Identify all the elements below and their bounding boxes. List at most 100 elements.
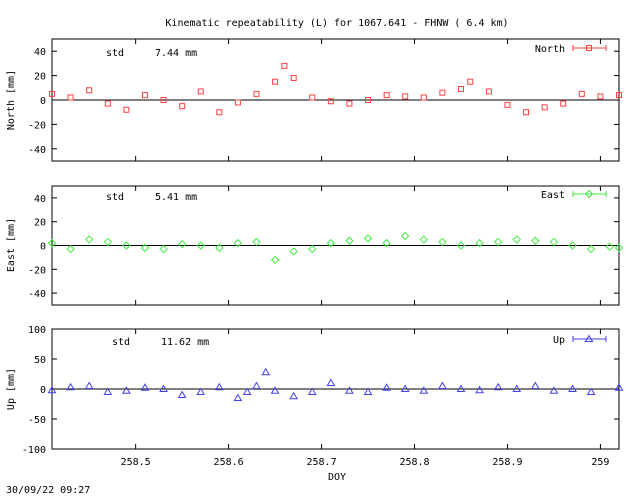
- legend-marker: [586, 45, 592, 51]
- up-legend-key: [572, 334, 607, 342]
- up-y-ticks: 100 50 0 -50 -100: [22, 325, 619, 456]
- data-point: [541, 104, 548, 111]
- data-point: [616, 92, 622, 99]
- x-tick-label: 258.5: [121, 457, 151, 468]
- data-point: [309, 94, 316, 101]
- east-y-axis-label: East [mm]: [6, 218, 17, 272]
- data-point: [252, 237, 261, 247]
- x-tick-label: 258.9: [492, 457, 522, 468]
- data-point: [196, 387, 206, 395]
- north-ytick-label: -20: [28, 120, 46, 131]
- data-point: [493, 237, 503, 247]
- east-legend-key: [572, 189, 607, 199]
- up-ytick-label: -50: [28, 415, 46, 426]
- north-x-ticks: [135, 39, 601, 161]
- data-point: [549, 386, 559, 394]
- data-point: [86, 87, 93, 94]
- up-legend-label: Up: [553, 335, 565, 346]
- data-point: [233, 393, 243, 401]
- data-point: [242, 387, 252, 395]
- data-point: [400, 384, 410, 392]
- data-point: [475, 385, 484, 394]
- data-point: [47, 385, 57, 394]
- up-ytick-label: 100: [28, 325, 46, 336]
- data-point: [345, 236, 354, 245]
- data-point: [234, 99, 241, 106]
- x-tick-label: 258.8: [399, 457, 429, 468]
- north-panel: 40 20 0 -20 -40 std 7.44 mm North North …: [6, 38, 622, 162]
- up-panel: 100 50 0 -50 -100 258.5 258.6 258.7 258.…: [6, 325, 624, 468]
- up-y-axis-label: Up [mm]: [6, 368, 17, 410]
- data-point: [160, 97, 167, 103]
- data-point: [578, 90, 585, 97]
- data-point: [568, 384, 577, 392]
- data-point: [457, 86, 464, 93]
- data-point: [177, 390, 187, 398]
- data-point: [597, 93, 604, 100]
- legend-marker: [584, 189, 594, 199]
- data-point: [402, 93, 409, 100]
- data-point: [261, 367, 271, 376]
- data-point: [438, 381, 447, 389]
- data-point: [438, 237, 447, 247]
- data-point: [141, 92, 148, 99]
- east-panel: 40 20 0 -20 -40 std 5.41 mm East East [m…: [6, 185, 624, 306]
- data-point: [103, 237, 112, 247]
- east-ytick-label: 0: [40, 242, 46, 253]
- east-y-ticks: 40 20 0 -20 -40: [28, 194, 619, 300]
- data-point: [614, 243, 624, 253]
- data-point: [560, 100, 567, 107]
- north-legend-label: North: [535, 44, 565, 55]
- up-ytick-label: -100: [22, 445, 46, 456]
- data-point: [66, 382, 75, 391]
- east-ytick-label: -40: [28, 289, 46, 300]
- data-point: [49, 90, 55, 97]
- north-y-ticks: 40 20 0 -20 -40: [28, 47, 619, 156]
- north-legend-key: [572, 45, 607, 51]
- data-point: [103, 387, 113, 395]
- data-point: [549, 237, 559, 247]
- data-point: [382, 383, 391, 391]
- data-point: [346, 100, 353, 107]
- data-point: [365, 97, 372, 103]
- data-point: [66, 244, 75, 254]
- up-ytick-label: 50: [34, 355, 46, 366]
- data-point: [122, 241, 131, 250]
- data-point: [104, 100, 111, 107]
- data-point: [270, 255, 280, 264]
- data-point: [493, 382, 503, 391]
- data-point: [467, 78, 474, 85]
- x-tick-label: 258.7: [307, 457, 337, 468]
- legend-marker: [584, 334, 594, 342]
- up-ytick-label: 0: [40, 385, 46, 396]
- data-point: [523, 109, 530, 116]
- data-point: [512, 384, 522, 392]
- chart-title: Kinematic repeatability (L) for 1067.641…: [165, 18, 508, 29]
- data-point: [345, 386, 354, 394]
- data-point: [504, 101, 511, 108]
- up-std-label: std: [112, 337, 130, 348]
- data-point: [47, 238, 57, 248]
- data-point: [140, 243, 150, 253]
- timestamp: 30/09/22 09:27: [6, 485, 90, 496]
- data-point: [475, 238, 484, 248]
- x-tick-label: 258.6: [214, 457, 244, 468]
- east-series-points: [47, 231, 624, 264]
- data-point: [512, 235, 521, 244]
- data-point: [177, 240, 187, 249]
- data-point: [307, 387, 317, 395]
- north-std-label: std: [106, 48, 124, 59]
- data-point: [140, 383, 150, 391]
- data-point: [327, 98, 334, 105]
- data-point: [197, 88, 204, 95]
- north-ytick-label: 0: [40, 96, 46, 107]
- north-y-axis-label: North [mm]: [6, 70, 17, 130]
- data-point: [586, 244, 596, 254]
- east-ytick-label: 40: [34, 194, 46, 205]
- x-axis-label: DOY: [328, 472, 346, 483]
- data-point: [326, 378, 336, 386]
- data-point: [456, 241, 466, 250]
- data-point: [289, 391, 299, 400]
- data-point: [159, 384, 168, 392]
